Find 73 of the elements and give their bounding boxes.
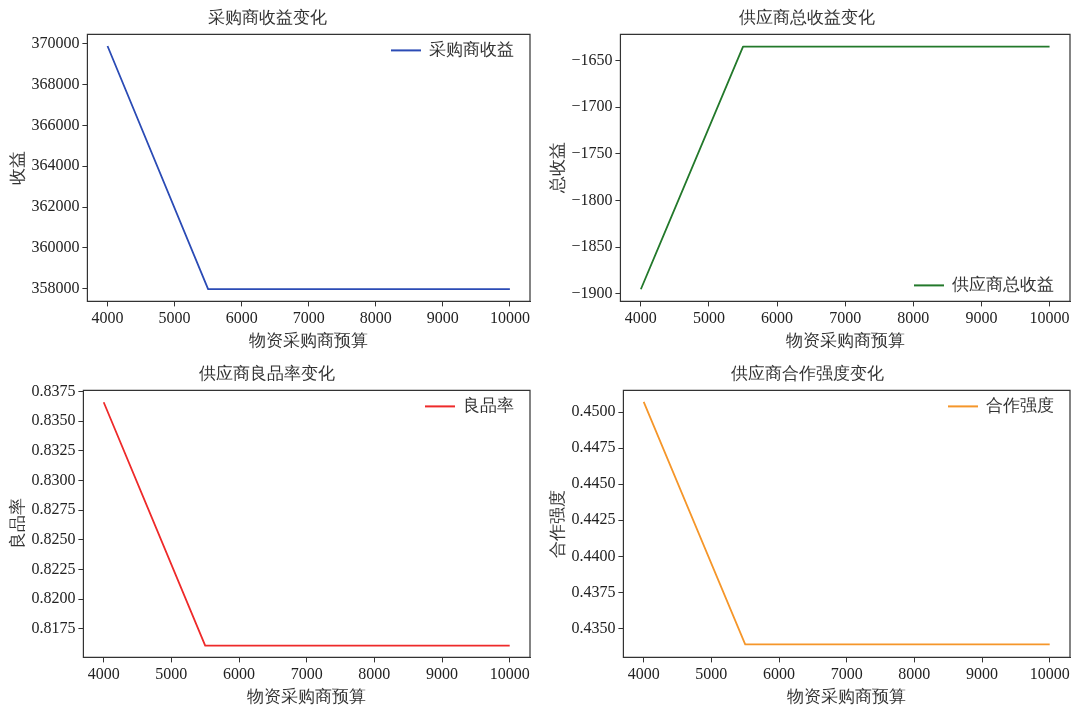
chart-title: 供应商良品率变化 (199, 363, 335, 383)
chart-title: 采购商收益变化 (207, 7, 327, 27)
x-tick-label: 7000 (292, 309, 325, 327)
y-tick-label: 0.8225 (31, 559, 76, 577)
x-tick-label: 6000 (225, 309, 258, 327)
y-tick-label: −1850 (571, 237, 613, 255)
x-axis-title: 物资采购商预算 (787, 687, 907, 707)
y-tick-label: 368000 (31, 74, 80, 92)
x-tick-label: 10000 (1029, 309, 1070, 327)
y-tick-label: 0.8200 (31, 589, 76, 607)
x-tick-label: 10000 (1029, 665, 1070, 683)
x-tick-label: 9000 (966, 665, 999, 683)
y-tick-label: 0.4400 (571, 546, 616, 564)
x-tick-label: 9000 (426, 309, 459, 327)
x-tick-label: 8000 (898, 665, 931, 683)
y-tick-label: 0.4475 (571, 438, 616, 456)
x-tick-label: 10000 (489, 665, 530, 683)
x-tick-label: 6000 (763, 665, 796, 683)
y-tick-label: 0.8275 (31, 500, 76, 518)
y-tick-label: 0.8375 (31, 381, 76, 399)
y-tick-label: 362000 (31, 197, 80, 215)
x-tick-label: 9000 (426, 665, 459, 683)
y-tick-label: 0.8300 (31, 470, 76, 488)
x-tick-label: 4000 (627, 665, 660, 683)
y-tick-label: 0.4500 (571, 402, 616, 420)
y-tick-label: 0.4375 (571, 582, 616, 600)
y-tick-label: 370000 (31, 34, 80, 52)
x-axis-title: 物资采购商预算 (785, 331, 905, 351)
x-tick-label: 5000 (158, 309, 191, 327)
y-tick-label: −1900 (571, 284, 613, 302)
x-tick-label: 5000 (692, 309, 725, 327)
y-tick-label: −1650 (571, 50, 613, 68)
chart-title: 供应商总收益变化 (739, 7, 875, 27)
x-tick-label: 9000 (965, 309, 998, 327)
x-tick-label: 7000 (830, 665, 863, 683)
y-tick-label: 0.8325 (31, 441, 76, 459)
y-axis-title: 良品率 (7, 498, 27, 550)
x-tick-label: 7000 (290, 665, 323, 683)
y-axis-title: 合作强度 (547, 489, 567, 558)
x-axis-title: 物资采购商预算 (249, 331, 369, 351)
y-axis-title: 总收益 (547, 142, 567, 195)
legend-label: 供应商总收益 (952, 274, 1054, 294)
x-tick-label: 10000 (489, 309, 530, 327)
y-tick-label: 0.4350 (571, 618, 616, 636)
y-tick-label: 0.8250 (31, 530, 76, 548)
x-axis-title: 物资采购商预算 (247, 687, 367, 707)
y-tick-label: 366000 (31, 115, 80, 133)
x-tick-label: 8000 (897, 309, 930, 327)
x-tick-label: 4000 (91, 309, 124, 327)
y-tick-label: 0.8175 (31, 619, 76, 637)
y-tick-label: 360000 (31, 238, 80, 255)
x-tick-label: 5000 (155, 665, 188, 683)
y-tick-label: −1700 (571, 97, 613, 115)
legend-label: 良品率 (463, 395, 514, 415)
x-tick-label: 8000 (358, 665, 391, 683)
y-axis-title: 收益 (7, 150, 27, 185)
y-tick-label: 358000 (31, 278, 80, 296)
chart-title: 供应商合作强度变化 (730, 363, 884, 383)
x-tick-label: 4000 (87, 665, 120, 683)
y-tick-label: 0.4450 (571, 474, 616, 492)
y-tick-label: 364000 (31, 156, 80, 174)
x-tick-label: 5000 (695, 665, 728, 683)
x-tick-label: 6000 (223, 665, 256, 683)
y-tick-label: 0.8350 (31, 411, 76, 429)
legend-label: 合作强度 (986, 395, 1054, 415)
x-tick-label: 8000 (359, 309, 392, 327)
y-tick-label: 0.4425 (571, 510, 616, 528)
x-tick-label: 4000 (624, 309, 657, 327)
x-tick-label: 6000 (761, 309, 794, 327)
x-tick-label: 7000 (829, 309, 862, 327)
y-tick-label: −1800 (571, 190, 613, 208)
legend-label: 采购商收益 (429, 39, 514, 59)
y-tick-label: −1750 (571, 144, 613, 162)
